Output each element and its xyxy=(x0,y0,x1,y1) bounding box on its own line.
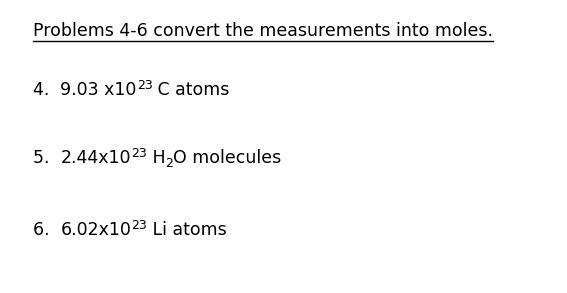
Text: 23: 23 xyxy=(131,147,147,160)
Text: 5.: 5. xyxy=(33,149,61,167)
Text: 6.: 6. xyxy=(33,221,61,239)
Text: Li atoms: Li atoms xyxy=(147,221,227,239)
Text: O molecules: O molecules xyxy=(174,149,281,167)
Text: Problems 4-6 convert the measurements into moles.: Problems 4-6 convert the measurements in… xyxy=(33,22,493,40)
Text: C atoms: C atoms xyxy=(153,81,230,99)
Text: 4.: 4. xyxy=(33,81,60,99)
Text: 23: 23 xyxy=(137,79,153,92)
Text: 9.03 x10: 9.03 x10 xyxy=(60,81,137,99)
Text: 2: 2 xyxy=(166,157,174,170)
Text: H: H xyxy=(147,149,166,167)
Text: 6.02x10: 6.02x10 xyxy=(61,221,132,239)
Text: 23: 23 xyxy=(132,219,147,232)
Text: 2.44x10: 2.44x10 xyxy=(61,149,131,167)
